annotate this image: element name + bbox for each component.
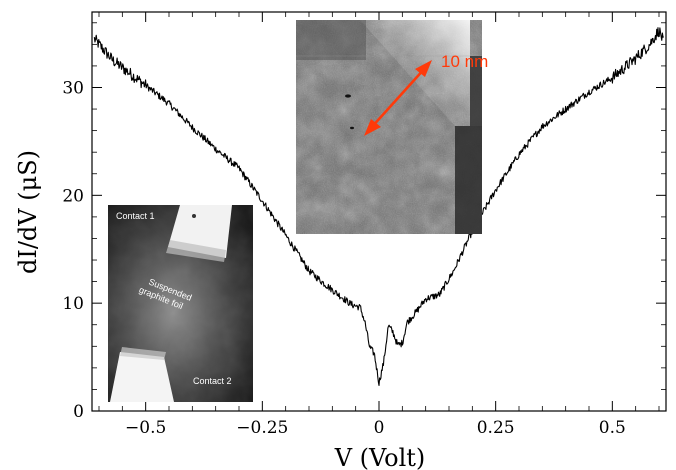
sample-micrograph-inset: Contact 1 Contact 2 Suspended graphite f… [108,205,253,402]
contact-2-electrode [110,352,174,402]
contact-2-label: Contact 2 [193,376,232,386]
y-tick-label: 30 [62,78,84,98]
x-tick-label: −0.25 [236,418,288,438]
y-axis-title: dI/dV (μS) [14,150,42,274]
x-tick-label: −0.5 [125,418,166,438]
y-tick-label: 0 [73,402,84,422]
y-tick-label: 20 [62,186,84,206]
scale-bar-label: 10 nm [441,52,488,71]
contact-1-label: Contact 1 [116,211,155,221]
scale-bar-arrow [369,66,427,130]
x-tick-label: 0.5 [599,418,626,438]
x-axis-title: V (Volt) [334,444,426,470]
y-tick-label: 10 [62,294,84,314]
x-tick-label: 0.25 [477,418,515,438]
scale-arrow-head-bottom [364,119,381,136]
lattice-micrograph-inset: 10 nm [296,20,488,234]
scale-arrow-head-top [415,60,432,77]
axis-ticks [92,12,666,412]
series-line [93,27,665,386]
tick-labels: −0.5 −0.25 0 0.25 0.5 0 10 20 30 [62,78,625,438]
x-tick-label: 0 [374,418,385,438]
